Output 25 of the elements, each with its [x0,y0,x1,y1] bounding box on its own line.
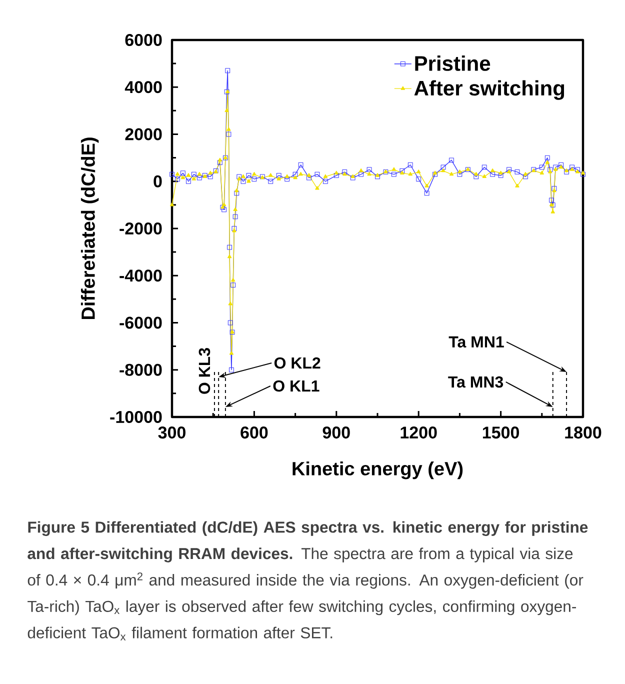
x-axis-title: Kinetic energy (eV) [292,461,463,480]
x-tick-label: 1500 [482,426,519,439]
y-tick-label: -6000 [120,316,162,329]
ref-line-label: O KL1 [273,380,320,392]
x-tick-label: 1200 [400,426,437,439]
text: Figure 5 Differentiated (dC/dE) AES spectra vs. kinetic energy for pristine and after-switching RRAM devices. The spectra are from a typical via size of 0.4 × 0.4 μm$^{2}$ and measured inside the via regions. An oxygen-deficient (or Ta-rich) TaO$_{x}$ layer is observed after few switching cycles, confirming oxygen-deficient TaO$_{x}$ filament formation after SET. [28,521,588,640]
x-tick-label: 900 [322,426,350,439]
y-axis-title: Differetiated (dC/dE) [80,138,99,320]
ref-line-label: Ta MN1 [448,336,504,348]
y-tick-label: -8000 [120,364,162,376]
y-tick-label: 2000 [125,128,162,140]
x-tick-label: 1800 [565,426,602,439]
y-tick-label: -10000 [110,410,162,424]
x-tick-label: 600 [240,426,268,439]
x-tick-label: 300 [158,426,186,439]
y-tick-label: -4000 [120,270,162,282]
legend-label: After switching [414,80,564,100]
ref-line-label: O KL3 [198,348,210,394]
ref-line-label: O KL2 [274,357,320,369]
legend-label: Pristine [415,56,490,71]
ref-line-label: Ta MN3 [448,376,504,388]
y-tick-label: 0 [154,175,162,188]
y-tick-label: 4000 [124,81,162,94]
y-tick-label: 6000 [125,34,162,46]
y-tick-label: -2000 [120,222,162,235]
